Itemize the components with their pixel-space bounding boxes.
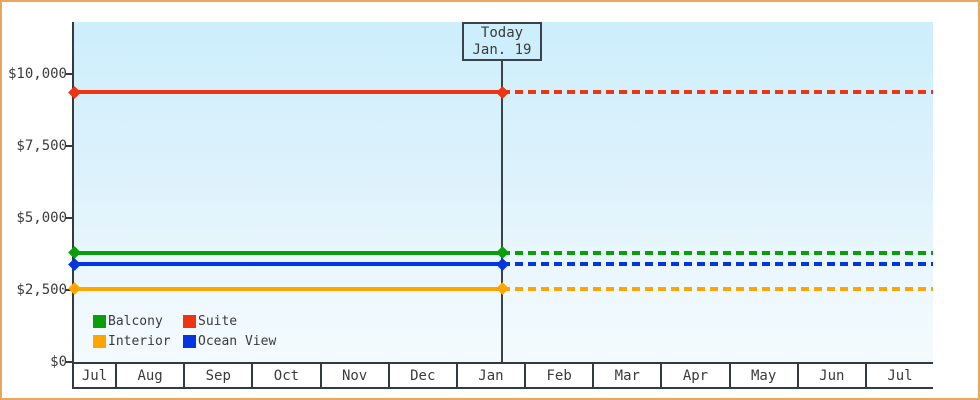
legend-item-ocean-view: Ocean View <box>183 334 276 349</box>
x-axis-month-cell: Jan <box>458 364 527 387</box>
x-axis-month-cell: Feb <box>526 364 595 387</box>
series-line-solid-ocean-view <box>74 262 502 267</box>
today-vertical-line <box>501 58 503 362</box>
x-axis-month-cell: May <box>731 364 799 387</box>
x-axis-month-band: Jul Aug Sep Oct Nov Dec Jan Feb Mar Apr May Jun Jul <box>72 362 933 389</box>
series-line-dashed-suite <box>502 90 933 94</box>
x-axis-month-cell: Oct <box>253 364 322 387</box>
y-axis-tick <box>66 145 72 147</box>
legend-label: Suite <box>198 314 238 329</box>
legend-item-interior: Interior <box>93 334 183 349</box>
plot-area <box>74 22 933 362</box>
y-axis-label: $5,000 <box>16 210 67 226</box>
legend-swatch-icon <box>93 315 106 328</box>
x-axis-month-cell: Apr <box>662 364 731 387</box>
today-date: Jan. 19 <box>472 42 532 58</box>
series-line-solid-balcony <box>74 250 502 255</box>
x-axis-month-cell: Jul <box>887 367 913 384</box>
today-annotation-box: Today Jan. 19 <box>462 22 542 61</box>
legend-swatch-icon <box>183 315 196 328</box>
x-axis-month-cell: Jun <box>799 364 867 387</box>
legend-item-balcony: Balcony <box>93 314 183 329</box>
series-line-dashed-interior <box>502 286 933 291</box>
y-axis-line <box>72 22 74 364</box>
today-label: Today <box>480 25 524 41</box>
series-line-solid-suite <box>74 90 502 94</box>
x-axis-month-cell: Nov <box>322 364 390 387</box>
legend-item-suite: Suite <box>183 314 276 329</box>
legend-swatch-icon <box>93 335 106 348</box>
y-axis-tick <box>66 217 72 219</box>
y-axis-label: $0 <box>50 354 67 370</box>
y-axis-tick <box>66 73 72 75</box>
series-line-dashed-balcony <box>502 250 933 255</box>
x-axis-month-cell: Jul <box>74 364 117 387</box>
x-axis-month-cell: Dec <box>390 364 458 387</box>
legend-label: Balcony <box>108 314 163 329</box>
x-axis-month-cell: Sep <box>185 364 254 387</box>
series-line-dashed-ocean-view <box>502 262 933 267</box>
x-axis-month-cell: Aug <box>117 364 186 387</box>
chart-legend: Balcony Suite Interior Ocean View <box>93 314 276 349</box>
y-axis-tick <box>66 361 72 363</box>
series-line-solid-interior <box>74 286 502 291</box>
legend-label: Ocean View <box>198 334 277 349</box>
y-axis-label: $2,500 <box>16 282 67 298</box>
y-axis-label: $10,000 <box>7 66 67 82</box>
y-axis-label: $7,500 <box>16 138 67 154</box>
x-axis-month-cell: Mar <box>594 364 663 387</box>
legend-label: Interior <box>108 334 171 349</box>
legend-swatch-icon <box>183 335 196 348</box>
